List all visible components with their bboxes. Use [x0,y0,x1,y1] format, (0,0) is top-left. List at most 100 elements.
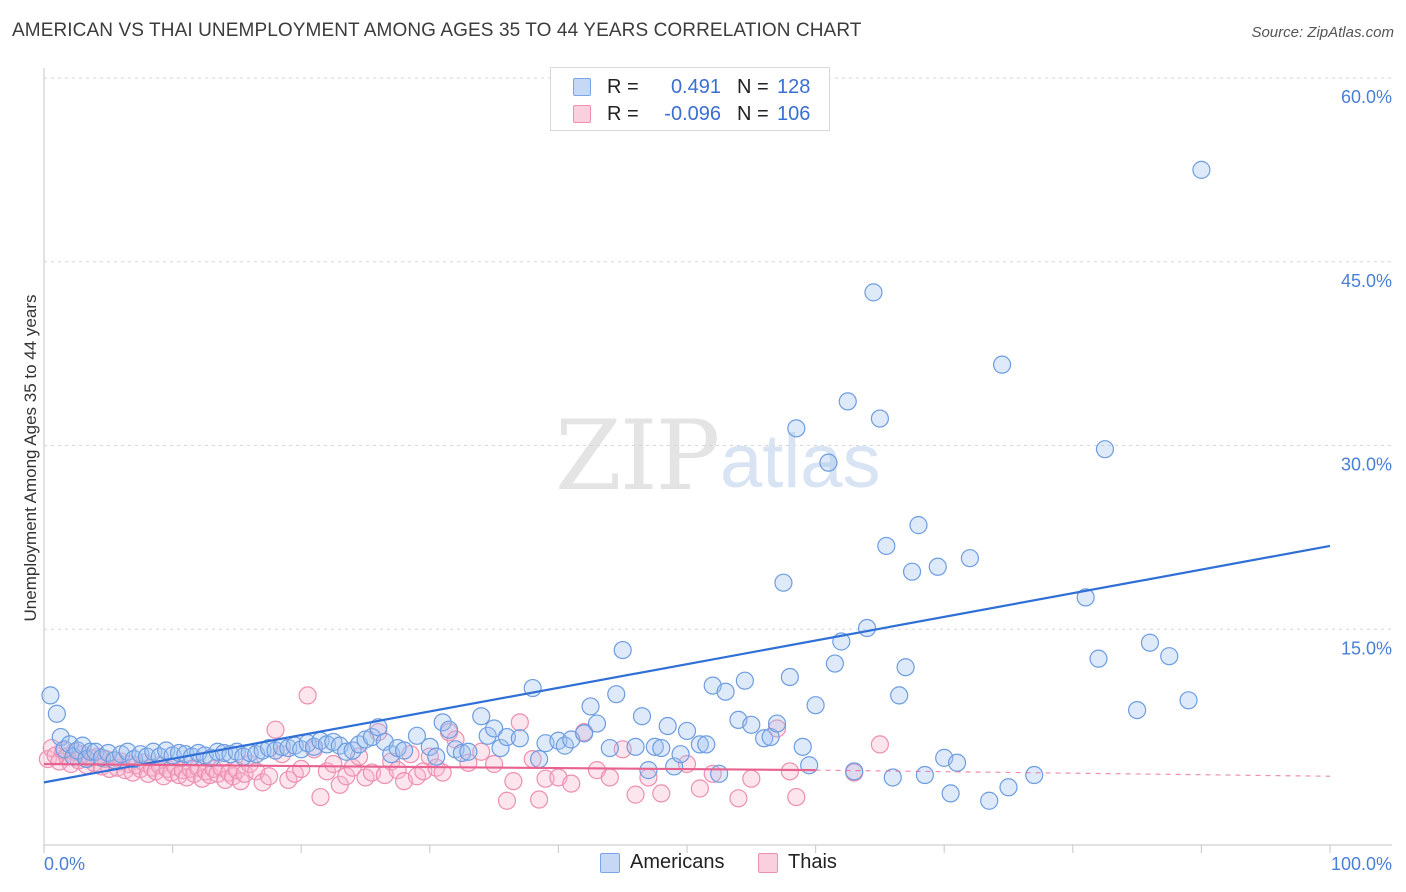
americans-point [928,557,947,576]
source-label: Source: ZipAtlas.com [1251,24,1394,41]
americans-point [452,743,472,763]
thais-point [870,735,890,754]
americans-point [883,768,902,787]
thais-point [626,785,645,804]
americans-point [742,715,761,734]
thais-point [742,769,761,788]
americans-point [439,720,459,739]
americans-point [407,726,427,745]
bottom-legend-americans[interactable]: Americans [600,851,724,874]
americans-points [41,160,1211,810]
americans-point [690,735,709,754]
americans-point [877,536,896,556]
thais-point [652,784,671,803]
thais-point [266,720,285,739]
bottom-legend-thais[interactable]: Thais [758,851,837,874]
americans-point [1160,647,1179,666]
thais-point [259,767,279,786]
thais-point [600,768,619,787]
thais-point [497,791,517,810]
americans-point [652,738,671,758]
americans-point [819,453,838,472]
americans-point [902,562,922,581]
americans-point [735,671,754,690]
bottom-legend-swatch-thais [758,852,778,873]
x-tick-label: 0.0% [44,854,85,874]
watermark-zip: ZIP [555,400,720,512]
americans-point [607,685,626,704]
americans-point [472,707,491,726]
americans-point [433,713,452,732]
y-tick-label: 60.0% [1341,87,1392,107]
americans-point [478,726,497,745]
legend-n-value: 128 [777,75,811,98]
americans-point [980,791,999,810]
americans-point [485,719,504,738]
americans-point [600,738,619,758]
americans-point [530,749,549,769]
bottom-legend: Americans Thais [0,851,1406,877]
y-tick-label: 45.0% [1341,271,1392,291]
chart-title: AMERICAN VS THAI UNEMPLOYMENT AMONG AGES… [12,20,862,41]
y-axis-label: Unemployment Among Ages 35 to 44 years [21,295,40,622]
americans-point [427,747,446,766]
americans-point [767,714,787,733]
americans-point [857,618,877,638]
legend-row-americans: R = 0.491 N = 128 [551,74,810,100]
americans-point [81,742,100,761]
americans-point [870,409,890,428]
americans-point [510,729,529,748]
americans-point [697,735,716,754]
thais-point [433,763,452,782]
americans-point [992,355,1012,374]
americans-point [960,549,980,568]
trendlines [43,544,1331,784]
thais-point [485,754,504,774]
watermark-atlas: atlas [720,419,881,504]
thais-point [562,774,581,793]
axes [43,68,1392,853]
americans-point [1076,588,1095,607]
americans-point [1025,765,1044,785]
americans-point [896,658,915,677]
americans-point [716,682,735,701]
americans-point [658,716,677,736]
thais-point [536,769,555,788]
americans-point [845,762,864,781]
legend-swatch-thais [573,105,591,123]
thais-point [311,787,330,807]
americans-point [838,392,857,411]
legend-r-value: -0.096 [664,102,721,125]
americans-point [780,667,799,687]
americans-point [787,419,806,438]
americans-point [999,778,1018,797]
thais-point [690,779,709,798]
legend-n-label: N = [737,102,769,125]
americans-point [890,686,909,705]
americans-point [626,737,645,756]
americans-point [1089,649,1108,668]
americans-point [99,743,118,763]
grid-lines [44,77,1392,630]
y-tick-label: 30.0% [1341,455,1392,475]
legend-r-label: R = [607,75,639,98]
legend: R = 0.491 N = 128 R = -0.096 N = 106 [550,67,830,131]
x-tick-label: 100.0% [1331,854,1392,874]
americans-point [1140,633,1160,652]
thais-point [298,686,317,705]
americans-point [1179,691,1198,710]
americans-point [1192,160,1211,179]
americans-point [47,704,66,723]
legend-r-label: R = [607,102,639,125]
thais-trendline [43,762,816,772]
legend-r-value: 0.491 [670,75,721,98]
legend-n-label: N = [737,75,769,98]
americans-point [1095,440,1115,459]
americans-point [864,283,883,302]
americans-point [793,737,812,756]
americans-point [587,714,607,733]
americans-point [710,764,729,783]
americans-point [639,761,658,780]
thais-point [530,790,549,809]
